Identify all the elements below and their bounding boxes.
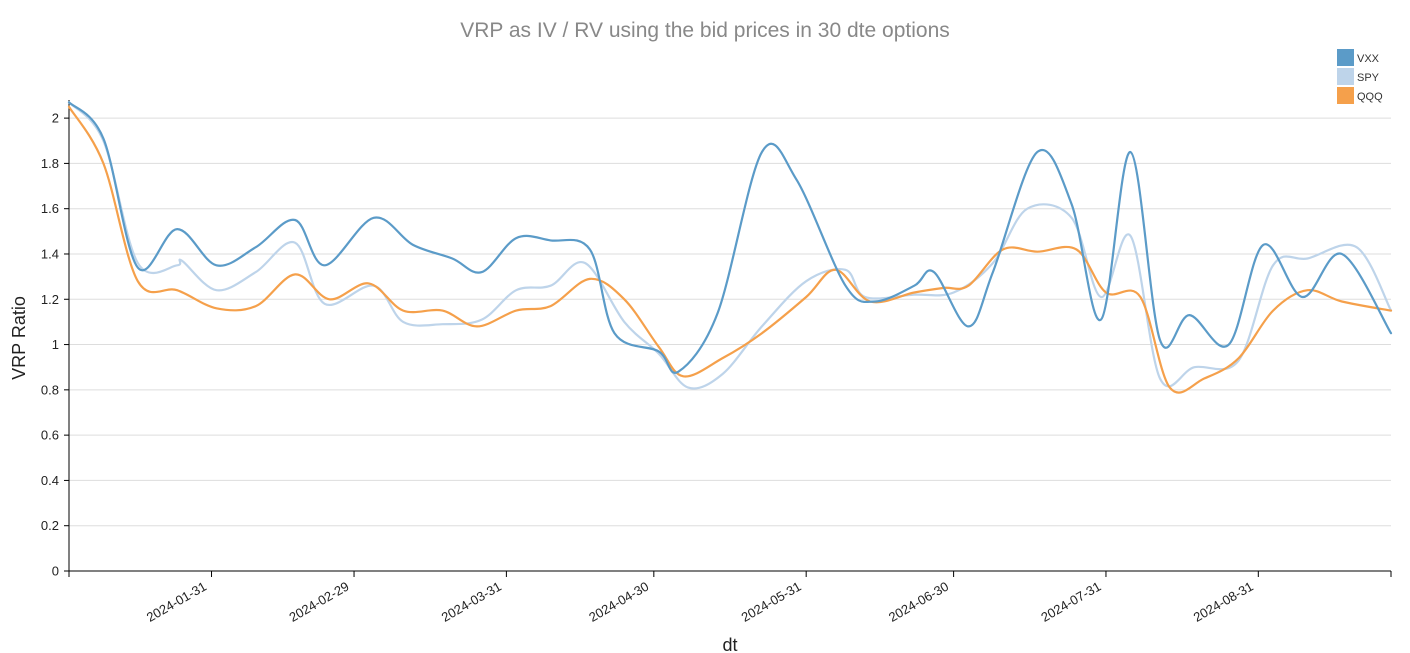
series-lines (67, 101, 1393, 394)
y-tick-label: 0.2 (41, 518, 59, 533)
y-tick-label: 2 (52, 111, 59, 126)
y-axis-label: VRP Ratio (9, 296, 29, 380)
y-axis: 0 0.2 0.4 0.6 0.8 1 1.2 1.4 1.6 1.8 2 (41, 100, 70, 579)
series-line-spy (67, 101, 1393, 390)
legend: VXX SPY QQQ (1337, 49, 1383, 104)
chart-title: VRP as IV / RV using the bid prices in 3… (460, 19, 950, 42)
legend-label-spy: SPY (1357, 72, 1380, 84)
x-tick-label: 2024-08-31 (1191, 579, 1256, 625)
y-tick-label: 0 (52, 564, 59, 579)
legend-label-vxx: VXX (1357, 53, 1380, 65)
x-tick-label: 2024-06-30 (886, 579, 951, 625)
y-tick-label: 1 (52, 337, 59, 352)
x-tick-label: 2024-04-30 (586, 579, 651, 625)
legend-swatch-spy (1337, 68, 1354, 85)
x-tick-label: 2024-03-31 (439, 579, 504, 625)
y-tick-label: 0.4 (41, 473, 59, 488)
x-tick-label: 2024-05-31 (739, 579, 804, 625)
y-tick-label: 1.8 (41, 156, 59, 171)
series-line-qqq (67, 105, 1393, 394)
y-tick-label: 1.4 (41, 246, 59, 261)
y-tick-label: 1.2 (41, 292, 59, 307)
series-line-vxx (67, 101, 1393, 375)
legend-label-qqq: QQQ (1357, 91, 1383, 103)
y-tick-label: 0.8 (41, 382, 59, 397)
x-axis: 2024-01-31 2024-02-29 2024-03-31 2024-04-30… (68, 570, 1392, 625)
x-tick-label: 2024-07-31 (1038, 579, 1103, 625)
x-tick-label: 2024-02-29 (286, 579, 351, 625)
legend-swatch-vxx (1337, 49, 1354, 66)
x-axis-label: dt (722, 635, 737, 653)
grid-lines (69, 117, 1391, 527)
x-tick-label: 2024-01-31 (144, 579, 209, 625)
legend-swatch-qqq (1337, 87, 1354, 104)
y-tick-label: 1.6 (41, 201, 59, 216)
y-tick-label: 0.6 (41, 428, 59, 443)
